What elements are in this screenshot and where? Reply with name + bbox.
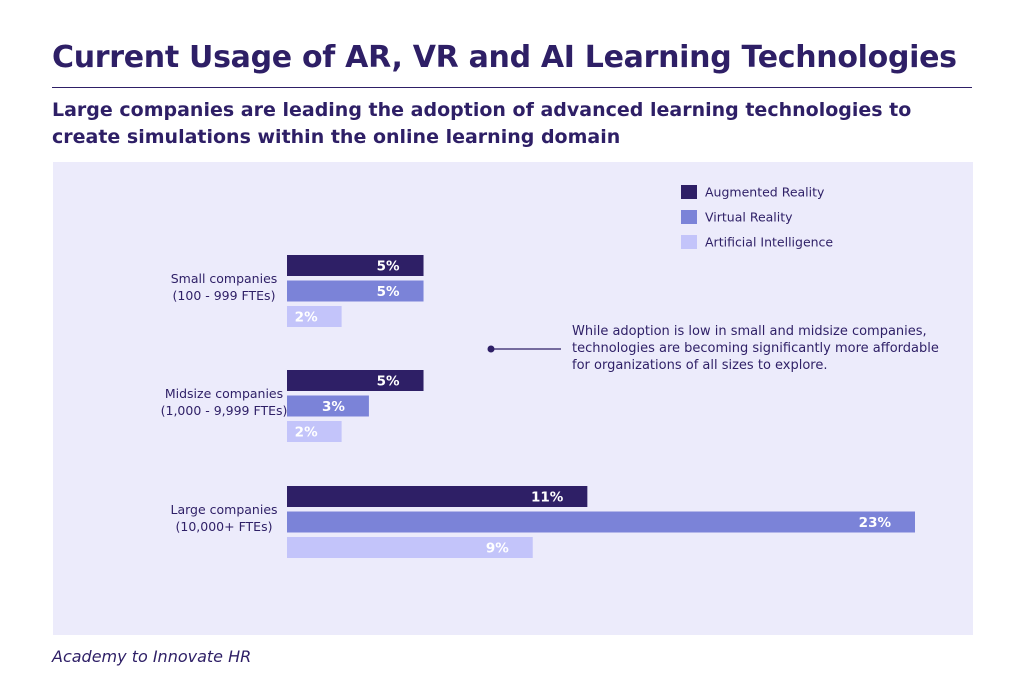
source-credit: Academy to Innovate HR (52, 647, 252, 666)
chart-title: Current Usage of AR, VR and AI Learning … (52, 40, 957, 75)
annotation-text-line: While adoption is low in small and midsi… (572, 324, 927, 339)
annotation-text-line: for organizations of all sizes to explor… (572, 358, 828, 373)
bar-ar-small-companies (287, 255, 424, 276)
chart-panel: Small companies (100 - 999 FTEs) 5% 5% 2% Mid… (53, 162, 973, 635)
legend-swatch-ai (681, 235, 697, 249)
category-label-midsize-companies: Midsize companies (165, 386, 283, 401)
bar-ai-large-companies (287, 537, 533, 558)
bar-vr-small-companies (287, 280, 424, 302)
data-label-vr-large-companies: 23% (859, 515, 892, 531)
data-label-ar-small-companies: 5% (377, 259, 400, 275)
legend-label-ai: Artificial Intelligence (705, 235, 833, 250)
legend-swatch-vr (681, 210, 697, 224)
legend-label-ar: Augmented Reality (705, 185, 825, 200)
bar-ai-small-companies (287, 306, 342, 327)
data-label-ai-large-companies: 9% (486, 541, 509, 557)
category-label-midsize-companies: (1,000 - 9,999 FTEs) (161, 403, 288, 418)
bar-vr-midsize-companies (287, 395, 369, 417)
data-label-ai-midsize-companies: 2% (295, 425, 318, 441)
bar-chart: Small companies (100 - 999 FTEs) 5% 5% 2% Mid… (161, 185, 939, 558)
data-label-vr-midsize-companies: 3% (322, 399, 345, 415)
chart-subtitle: Large companies are leading the adoption… (52, 99, 912, 148)
category-label-small-companies: Small companies (171, 271, 278, 286)
category-label-small-companies: (100 - 999 FTEs) (173, 288, 276, 303)
category-label-large-companies: (10,000+ FTEs) (176, 519, 273, 534)
data-label-ai-small-companies: 2% (295, 310, 318, 326)
title-divider (52, 87, 972, 88)
data-label-vr-small-companies: 5% (377, 284, 400, 300)
bar-ar-midsize-companies (287, 370, 424, 391)
legend-label-vr: Virtual Reality (705, 210, 793, 225)
bar-ai-midsize-companies (287, 421, 342, 442)
data-label-ar-large-companies: 11% (531, 490, 564, 506)
data-label-ar-midsize-companies: 5% (377, 374, 400, 390)
bar-vr-large-companies (287, 511, 915, 533)
category-label-large-companies: Large companies (170, 502, 277, 517)
annotation-text-line: technologies are becoming significantly … (572, 341, 939, 356)
bar-ar-large-companies (287, 486, 588, 507)
legend-swatch-ar (681, 185, 697, 199)
